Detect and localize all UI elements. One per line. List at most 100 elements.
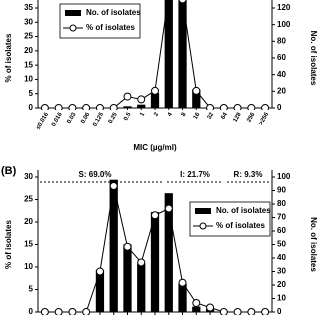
bar <box>123 106 132 108</box>
x-tick-label: ≤0.016 <box>36 111 51 130</box>
y-axis-title: % of isolates <box>4 220 13 269</box>
bar <box>178 283 187 312</box>
marker <box>40 308 49 315</box>
marker <box>192 299 201 307</box>
y-tick-label: 15 <box>24 60 33 69</box>
y2-tick-label: 0 <box>277 103 282 112</box>
y2-tick-label: 120 <box>277 3 291 12</box>
y2-tick-label: 90 <box>277 186 286 195</box>
bar <box>150 93 160 108</box>
legend-swatch <box>69 24 77 32</box>
y-tick-label: 30 <box>24 17 33 26</box>
marker <box>178 0 187 4</box>
marker <box>95 104 104 110</box>
y2-tick-label: 30 <box>277 267 286 276</box>
y-axis-title: % of isolates <box>4 33 13 82</box>
y-tick-label: 25 <box>24 195 33 204</box>
marker <box>219 308 228 315</box>
y-tick-label: 10 <box>24 262 33 271</box>
y2-axis-title: No. of isolates <box>309 217 318 272</box>
y-tick-label: 30 <box>24 172 33 181</box>
marker <box>247 308 256 315</box>
bar <box>164 193 173 312</box>
x-tick-label: >256 <box>258 111 270 126</box>
x-tick-label: 256 <box>246 111 257 123</box>
x-tick-label: 32 <box>207 111 216 120</box>
legend-label: No. of isolates <box>86 8 141 17</box>
x-tick-label: 16 <box>193 111 202 120</box>
marker <box>178 278 187 287</box>
legend-label: % of isolates <box>216 221 265 230</box>
y-tick-label: 20 <box>24 46 33 55</box>
annotation: I: 21.7% <box>180 170 210 179</box>
y-tick-label: 35 <box>24 3 33 12</box>
bar <box>178 0 187 109</box>
marker <box>40 104 49 110</box>
x-tick-label: 0.03 <box>66 111 77 125</box>
y-tick-label: 10 <box>24 75 33 84</box>
legend-swatch <box>199 222 207 230</box>
marker <box>95 267 104 276</box>
x-tick-label: 8 <box>181 111 188 117</box>
marker <box>68 308 77 315</box>
bar <box>137 263 146 312</box>
x-tick-label: 1 <box>139 111 146 117</box>
marker <box>82 308 91 315</box>
y2-tick-label: 60 <box>277 226 286 235</box>
x-axis-title: MIC (µg/ml) <box>133 143 177 152</box>
panel: 0 5 10 15 20 25 30 0 10 20 30 40 50 60 70 80 90 100 % of i… <box>4 170 318 316</box>
marker <box>206 303 215 312</box>
bar <box>123 244 132 312</box>
bar <box>150 212 160 312</box>
y2-tick-label: 20 <box>277 86 286 95</box>
x-tick-label: 2 <box>153 111 160 117</box>
bar <box>137 104 146 108</box>
marker <box>164 204 173 213</box>
x-tick-label: 0.125 <box>92 111 105 128</box>
panel-label: (B) <box>1 165 17 177</box>
marker <box>109 182 118 190</box>
annotation: R: 9.3% <box>234 170 263 179</box>
y2-tick-label: 10 <box>277 294 286 303</box>
marker <box>261 104 270 110</box>
y-tick-label: 15 <box>24 240 33 249</box>
x-tick-label: 64 <box>220 111 229 120</box>
legend-swatch <box>195 208 211 214</box>
marker <box>261 308 270 315</box>
y-tick-label: 5 <box>29 89 34 98</box>
bar <box>192 89 201 108</box>
x-tick-label: 128 <box>232 111 243 123</box>
y2-tick-label: 100 <box>277 172 291 181</box>
y2-tick-label: 40 <box>277 253 286 262</box>
marker <box>54 104 63 110</box>
legend-label: No. of isolates <box>216 206 271 215</box>
marker <box>192 86 201 95</box>
y2-tick-label: 20 <box>277 280 286 289</box>
legend-label: % of isolates <box>86 23 135 32</box>
y2-tick-label: 80 <box>277 36 286 45</box>
marker <box>219 104 228 110</box>
bar <box>95 270 105 312</box>
y2-tick-label: 60 <box>277 53 286 62</box>
legend-box <box>59 3 141 39</box>
marker <box>109 104 118 110</box>
legend-box <box>189 201 271 237</box>
marker <box>68 104 77 110</box>
x-tick-label: 0.016 <box>51 111 64 128</box>
y2-tick-label: 100 <box>277 20 291 29</box>
y-tick-label: 25 <box>24 32 33 41</box>
x-tick-label: 4 <box>167 111 174 117</box>
annotation: S: 69.0% <box>79 170 112 179</box>
marker <box>54 308 63 315</box>
marker <box>151 211 159 220</box>
y2-tick-label: 0 <box>277 307 282 316</box>
legend-swatch <box>65 10 81 16</box>
marker <box>137 95 146 104</box>
x-tick-label: 0.06 <box>80 111 91 125</box>
y2-tick-label: 50 <box>277 240 286 249</box>
marker <box>82 104 91 110</box>
y2-tick-label: 80 <box>277 199 286 208</box>
marker <box>123 92 132 101</box>
bar <box>109 179 118 312</box>
